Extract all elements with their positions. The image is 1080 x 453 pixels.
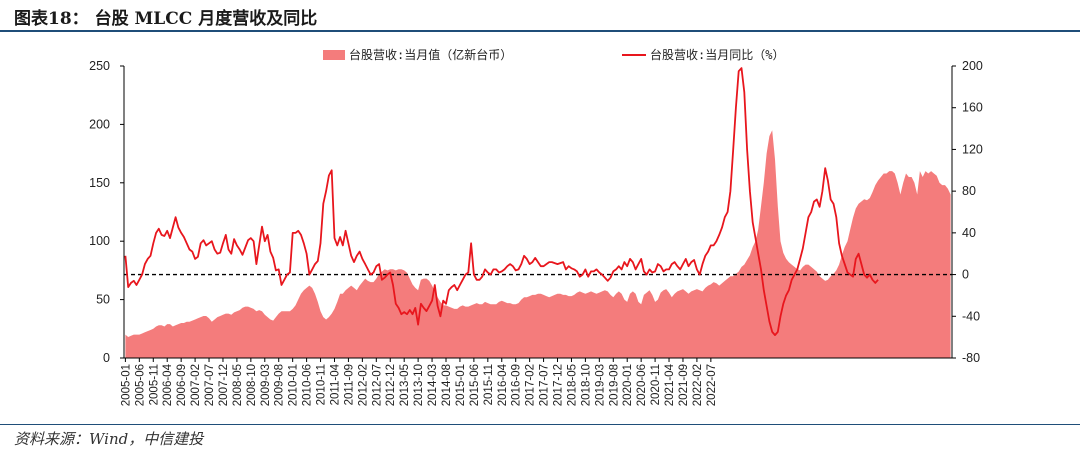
x-axis-tick-label: 2012-02: [357, 364, 369, 406]
x-axis-tick-label: 2015-01: [455, 364, 467, 406]
x-axis-tick-label: 2013-10: [413, 364, 425, 406]
line-layer: [124, 67, 879, 337]
right-axis-tick-label: 120: [962, 142, 983, 156]
x-axis-tick-label: 2018-05: [566, 364, 578, 406]
right-axis-tick-label: 160: [962, 101, 983, 115]
x-axis-tick-label: 2007-12: [218, 364, 230, 406]
left-axis-tick-label: 100: [89, 234, 110, 248]
x-axis-tick-label: 2005-01: [120, 364, 132, 406]
x-axis-tick-label: 2006-09: [176, 364, 188, 406]
x-axis-tick-label: 2011-09: [343, 364, 355, 405]
x-axis-tick-label: 2015-06: [469, 364, 481, 406]
area-layer: [125, 130, 951, 358]
x-axis-tick-label: 2010-06: [302, 364, 314, 406]
x-axis-tick-label: 2020-06: [636, 364, 648, 406]
x-axis-tick-label: 2011-04: [329, 363, 341, 405]
x-tick-layer: 2005-01 2005-06 2005-11 2006-04 2006-09 2007-…: [120, 358, 718, 406]
x-axis-tick-label: 2014-03: [427, 364, 439, 406]
x-axis-tick-label: 2014-08: [441, 364, 453, 406]
right-axis-tick-label: 80: [962, 184, 976, 198]
axes-layer: 0 50 100 150 200 250 -80 -40 0 40 80 120 160 200: [89, 59, 983, 365]
right-axis-tick-label: 200: [962, 59, 983, 73]
x-axis-tick-label: 2012-12: [385, 364, 397, 406]
x-axis-tick-label: 2017-02: [525, 364, 537, 406]
x-axis-tick-label: 2018-10: [580, 364, 592, 406]
x-axis-tick-label: 2013-05: [399, 364, 411, 406]
x-axis-tick-label: 2022-07: [706, 364, 718, 406]
left-axis-tick-label: 50: [96, 293, 110, 307]
x-axis-tick-label: 2019-03: [594, 364, 606, 406]
left-axis-tick-label: 250: [89, 59, 110, 73]
line-series-yoy: [124, 67, 879, 337]
x-axis-tick-label: 2020-01: [622, 364, 634, 406]
left-axis-tick-label: 200: [89, 117, 110, 131]
x-axis-tick-label: 2010-11: [316, 364, 328, 405]
area-series-revenue: [125, 130, 951, 358]
right-axis-tick-label: 0: [962, 268, 969, 282]
x-axis-tick-label: 2017-07: [539, 364, 551, 406]
x-axis-tick-label: 2009-08: [274, 364, 286, 406]
x-axis-tick-label: 2012-07: [371, 364, 383, 406]
left-axis-tick-label: 0: [103, 351, 110, 365]
x-axis-tick-label: 2015-11: [483, 364, 495, 405]
x-axis-tick-label: 2017-12: [553, 364, 565, 406]
title-divider: [0, 30, 1080, 32]
legend-label-line: 台股营收:当月同比（%）: [650, 47, 784, 62]
left-axis-tick-label: 150: [89, 176, 110, 190]
right-axis-tick-label: 40: [962, 226, 976, 240]
x-axis-tick-label: 2021-04: [664, 363, 676, 406]
right-axis-tick-label: -40: [962, 309, 980, 323]
x-axis-tick-label: 2020-11: [650, 364, 662, 405]
x-axis-tick-label: 2008-05: [232, 364, 244, 406]
source-note: 资料来源：Wind，中信建投: [14, 430, 204, 448]
right-axis-tick-label: -80: [962, 351, 980, 365]
x-axis-tick-label: 2021-09: [678, 364, 690, 406]
source-divider: [0, 424, 1080, 425]
x-axis-tick-label: 2005-11: [148, 364, 160, 405]
x-axis-tick-label: 2006-04: [162, 363, 174, 406]
legend-label-area: 台股营收:当月值（亿新台币）: [349, 47, 512, 62]
x-axis-tick-label: 2022-02: [692, 364, 704, 406]
x-axis-tick-label: 2010-01: [288, 364, 300, 406]
x-axis-tick-label: 2009-03: [260, 364, 272, 406]
x-axis-tick-label: 2016-09: [511, 364, 523, 406]
x-axis-tick-label: 2007-02: [190, 364, 202, 406]
x-axis-tick-label: 2019-08: [608, 364, 620, 406]
x-axis-tick-label: 2005-06: [134, 364, 146, 406]
x-axis-tick-label: 2016-04: [497, 363, 509, 406]
x-axis-tick-label: 2007-07: [204, 364, 216, 406]
x-axis-tick-label: 2008-10: [246, 364, 258, 406]
legend-swatch-area: [323, 50, 345, 60]
figure-title: 图表18： 台股 MLCC 月度营收及同比: [14, 9, 318, 29]
legend: 台股营收:当月值（亿新台币） 台股营收:当月同比（%）: [323, 47, 784, 62]
